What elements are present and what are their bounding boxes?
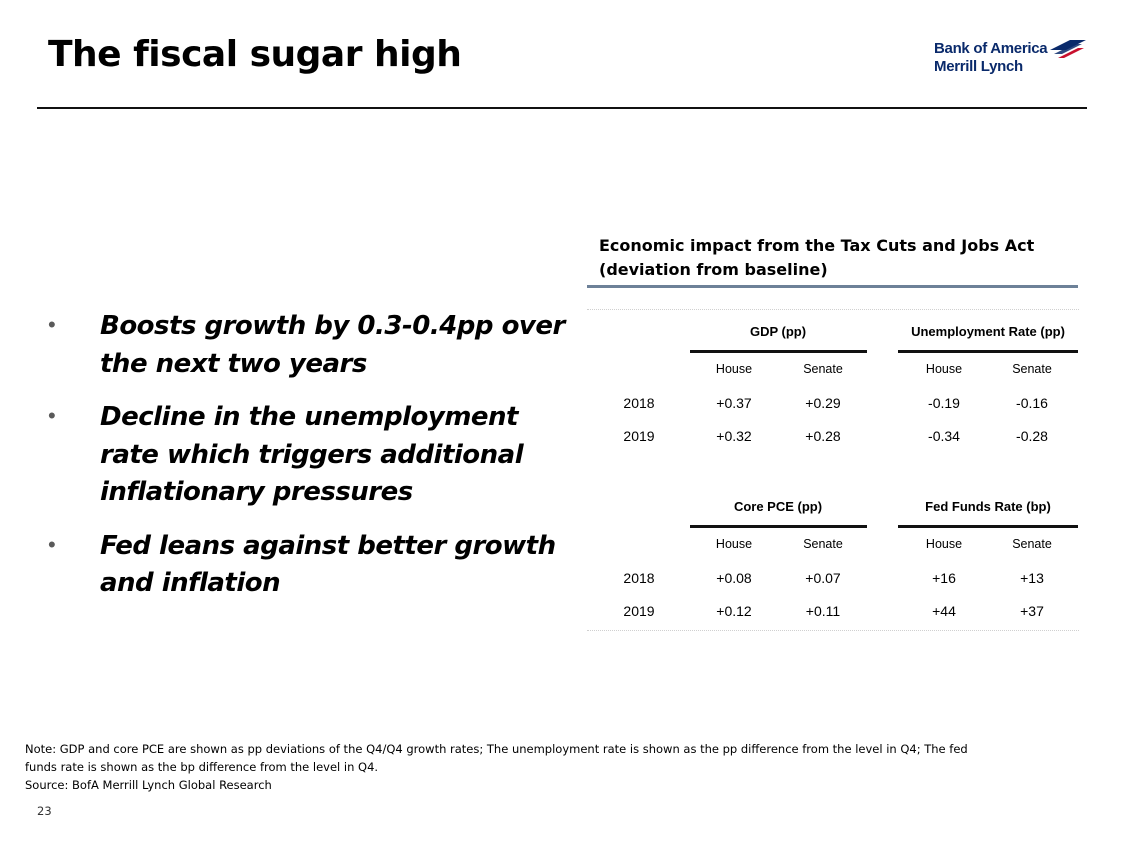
group-header-core-pce: Core PCE (pp) — [733, 499, 823, 514]
table-cell: +0.12 — [716, 603, 752, 619]
bullet-item: • Boosts growth by 0.3-0.4pp over the ne… — [46, 308, 566, 383]
row-year: 2019 — [623, 428, 655, 444]
bank-logo: Bank of America Merrill Lynch — [934, 40, 1094, 80]
sub-header-house: House — [925, 362, 963, 376]
table-cell: -0.19 — [928, 395, 960, 411]
group-header-fed-funds: Fed Funds Rate (bp) — [925, 499, 1051, 514]
table-cell: +0.08 — [716, 570, 752, 586]
footnote: Note: GDP and core PCE are shown as pp d… — [25, 740, 995, 794]
group-header-gdp: GDP (pp) — [749, 324, 807, 339]
table-cell: +0.32 — [716, 428, 752, 444]
group-rule — [898, 525, 1078, 528]
table-cell: +0.11 — [805, 603, 841, 619]
note-line-2: funds rate is shown as the bp difference… — [25, 760, 379, 774]
table-cell: +0.37 — [716, 395, 752, 411]
sub-header-senate: Senate — [803, 537, 843, 551]
table-frame — [587, 309, 1079, 631]
bullet-text: Decline in the unemployment rate which t… — [100, 402, 524, 507]
bullet-dot-icon: • — [48, 403, 56, 428]
row-year: 2019 — [623, 603, 655, 619]
table-cell: +37 — [1020, 603, 1044, 619]
note-line-1: Note: GDP and core PCE are shown as pp d… — [25, 742, 968, 756]
table-cell: +44 — [932, 603, 956, 619]
row-year: 2018 — [623, 395, 655, 411]
flagscape-icon — [1050, 40, 1086, 58]
table-cell: -0.34 — [928, 428, 960, 444]
row-year: 2018 — [623, 570, 655, 586]
table-cell: -0.16 — [1016, 395, 1048, 411]
table-title-line-2: (deviation from baseline) — [599, 260, 828, 279]
sub-header-house: House — [715, 537, 753, 551]
title-divider — [37, 107, 1087, 109]
bullet-text: Fed leans against better growth and infl… — [100, 530, 556, 599]
bullet-item: • Decline in the unemployment rate which… — [46, 399, 566, 512]
table-title-divider — [587, 285, 1078, 288]
table-title: Economic impact from the Tax Cuts and Jo… — [599, 234, 1079, 282]
table-cell: +0.29 — [805, 395, 841, 411]
table-cell: +0.07 — [805, 570, 841, 586]
source-line: Source: BofA Merrill Lynch Global Resear… — [25, 778, 272, 792]
table-cell: +16 — [932, 570, 956, 586]
bullet-list: • Boosts growth by 0.3-0.4pp over the ne… — [46, 308, 566, 619]
bullet-dot-icon: • — [48, 531, 56, 557]
logo-line-1: Bank of America — [934, 40, 1048, 57]
bullet-item: • Fed leans against better growth and in… — [46, 528, 566, 603]
group-rule — [690, 525, 867, 528]
page-title: The fiscal sugar high — [48, 34, 462, 75]
group-rule — [690, 350, 867, 353]
table-title-line-1: Economic impact from the Tax Cuts and Jo… — [599, 236, 1035, 255]
sub-header-senate: Senate — [1012, 537, 1052, 551]
table-cell: -0.28 — [1016, 428, 1048, 444]
bullet-text: Boosts growth by 0.3-0.4pp over the next… — [100, 311, 565, 379]
sub-header-senate: Senate — [803, 362, 843, 376]
bullet-dot-icon: • — [48, 312, 56, 337]
sub-header-house: House — [715, 362, 753, 376]
sub-header-house: House — [925, 537, 963, 551]
page-number: 23 — [37, 804, 52, 818]
sub-header-senate: Senate — [1012, 362, 1052, 376]
group-header-unemployment: Unemployment Rate (pp) — [911, 324, 1065, 339]
table-cell: +13 — [1020, 570, 1044, 586]
group-rule — [898, 350, 1078, 353]
logo-line-2: Merrill Lynch — [934, 58, 1023, 75]
table-cell: +0.28 — [805, 428, 841, 444]
